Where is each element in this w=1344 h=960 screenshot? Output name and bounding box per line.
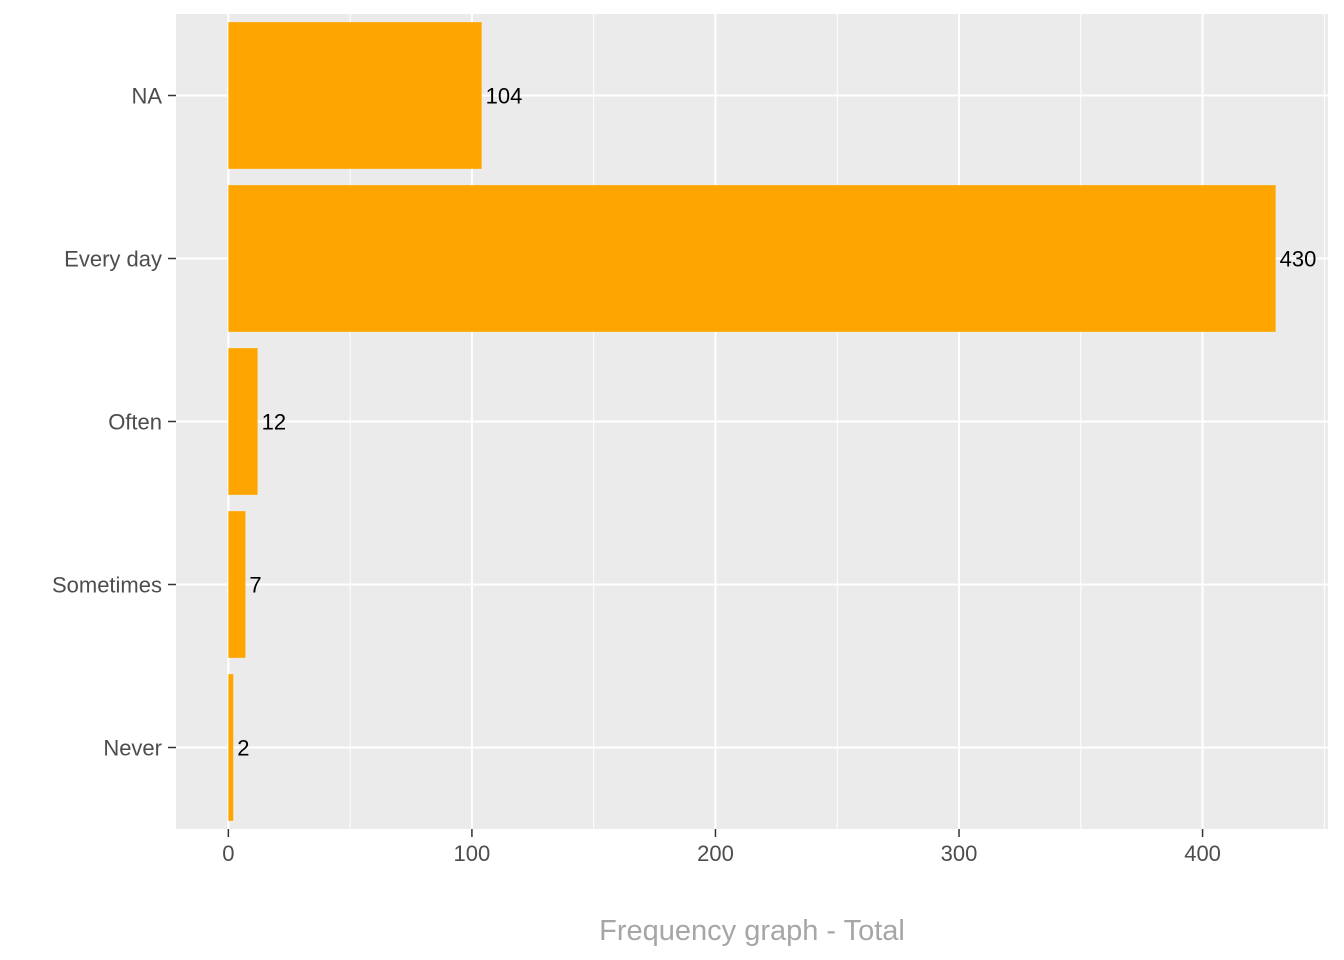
y-tick-label: Sometimes (52, 573, 162, 598)
y-tick-label: Every day (64, 247, 162, 272)
data-label: 2 (237, 736, 249, 761)
data-label: 104 (486, 84, 523, 109)
x-axis: 0 100 200 300 400 (222, 829, 1221, 866)
data-labels-group: 104 430 12 7 2 (237, 84, 1316, 761)
x-axis-title: Frequency graph - Total (599, 915, 905, 947)
y-tick-label: NA (131, 84, 162, 109)
data-label: 12 (262, 410, 286, 435)
bars-group (228, 22, 1276, 821)
x-tick-label: 300 (941, 841, 978, 866)
data-label: 430 (1280, 247, 1317, 272)
bar (228, 185, 1276, 332)
x-tick-label: 200 (697, 841, 734, 866)
bar (228, 22, 482, 169)
bar (228, 674, 234, 821)
y-tick-label: Often (108, 410, 162, 435)
data-label: 7 (249, 573, 261, 598)
bar (228, 348, 258, 495)
bar (228, 511, 246, 658)
x-tick-label: 0 (222, 841, 234, 866)
y-tick-label: Never (103, 736, 162, 761)
x-tick-label: 100 (454, 841, 491, 866)
y-axis: NA Every day Often Sometimes Never (52, 84, 176, 761)
x-tick-label: 400 (1184, 841, 1221, 866)
